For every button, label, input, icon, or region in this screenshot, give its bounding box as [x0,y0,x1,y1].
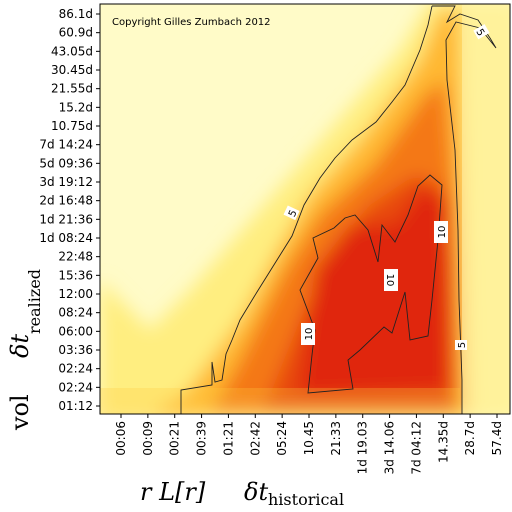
contour-5 [180,5,433,414]
x-axis: 00:06 00:09 00:21 00:39 01:21 02:42 05:24 10.45… [114,414,504,475]
x-tick-label: 05:24 [275,421,289,456]
y-tick-label: 1d 21:36 [39,212,93,226]
x-axis-title-sub: historical [268,490,344,509]
x-tick-label: 00:21 [168,421,182,456]
y-tick-label: 12:00 [58,287,93,301]
y-tick-label: 3d 19:12 [39,175,93,189]
y-tick-label: 06:00 [58,324,93,338]
svg-text:5: 5 [473,27,486,38]
x-tick-label: 14.35d [436,421,450,463]
y-tick-label: 01:12 [58,399,93,413]
y-tick-label: 86.1d [59,7,93,21]
y-tick-label: 7d 14:24 [39,138,93,152]
contour-label-10-a: 10 [301,323,315,345]
heat-field [100,4,510,414]
y-tick-label: 22:48 [58,250,93,264]
contour-label-5-top: 5 [473,24,490,40]
contour-lines [180,5,497,414]
svg-text:10: 10 [304,328,315,341]
y-tick-label: 21.55d [51,82,93,96]
x-tick-label: 21:33 [329,421,343,456]
y-tick-label: 10.75d [51,119,93,133]
x-tick-label: 57.4d [490,421,504,455]
y-axis-title: vol δt realized [6,269,44,431]
svg-text:10: 10 [437,226,448,239]
copyright-text: Copyright Gilles Zumbach 2012 [112,17,271,28]
x-tick-label: 3d 14.06 [383,421,397,474]
y-tick-label: 08:24 [58,306,93,320]
y-tick-label: 5d 09:36 [39,156,93,170]
contour-label-10-b: 10 [384,269,398,291]
contour-label-10-c: 10 [434,221,448,243]
y-tick-label: 02:24 [58,362,93,376]
x-axis-title-left: r L[r] [140,478,206,506]
y-axis-title-dt: δt [6,334,34,358]
y-tick-label: 60.9d [59,26,93,40]
x-tick-label: 02:42 [248,421,262,456]
x-tick-label: 00:39 [195,421,209,456]
y-tick-label: 15.2d [59,100,93,114]
contour-10 [299,174,443,394]
y-tick-label: 1d 08:24 [39,231,93,245]
x-tick-label: 28.7d [463,421,477,455]
y-tick-label: 2d 16:48 [39,194,93,208]
y-axis: 86.1d 60.9d 43.05d 30.45d 21.55d 15.2d 10.75d 7… [39,7,100,413]
y-tick-label: 02:24 [58,380,93,394]
x-tick-label: 1d 19.03 [356,421,370,474]
svg-text:5: 5 [287,208,300,218]
contour-5-right [432,5,497,414]
y-tick-label: 43.05d [51,44,93,58]
x-tick-label: 10.45 [302,421,316,455]
contour-label-5-bottom: 5 [455,340,468,350]
plot-frame [99,3,511,415]
y-tick-label: 15:36 [58,268,93,282]
contour-label-5-left: 5 [283,205,300,221]
y-tick-label: 03:36 [58,343,93,357]
svg-text:10: 10 [384,274,395,287]
x-tick-label: 00:09 [141,421,155,456]
x-tick-label: 00:06 [114,421,128,456]
contour-label-layer: 5 5 10 10 10 5 [283,24,490,350]
y-axis-title-sub: realized [25,269,44,334]
y-tick-label: 30.45d [51,63,93,77]
x-tick-label: 7d 04:12 [409,421,423,475]
x-tick-label: 01:21 [221,421,235,456]
svg-text:5: 5 [457,342,468,348]
x-axis-title-dt: δt [244,478,268,506]
y-axis-title-vol: vol [6,394,34,431]
